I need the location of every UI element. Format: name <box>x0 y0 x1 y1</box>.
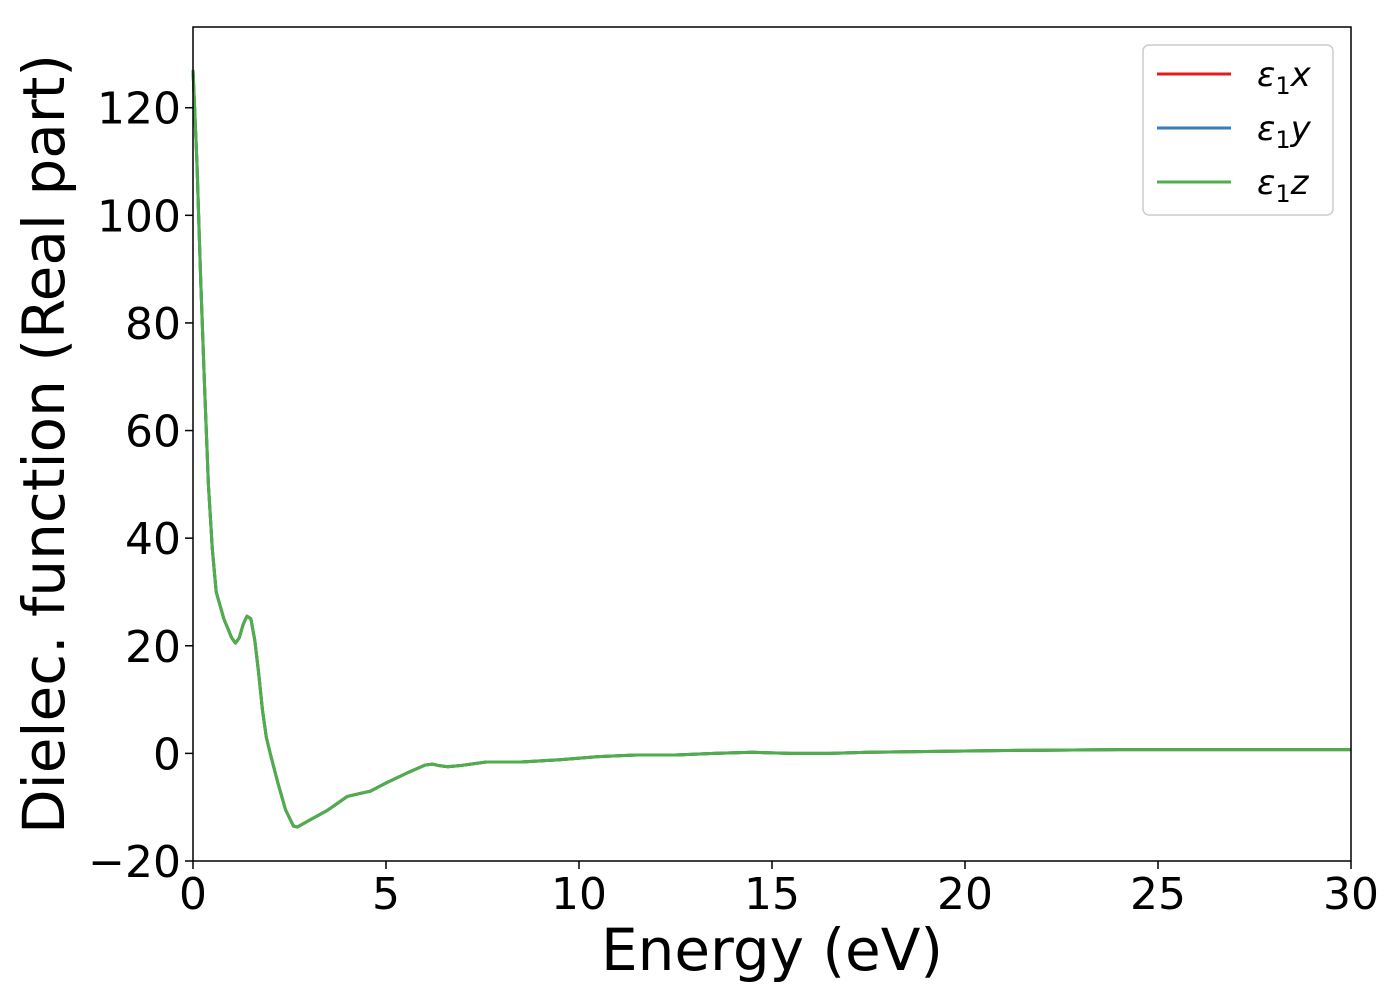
legend: ε1x ε1y ε1z <box>1142 44 1334 216</box>
series-line-z <box>191 69 1351 829</box>
x-axis: 0 5 10 15 20 25 30 <box>179 861 1379 920</box>
y-tick-label: 100 <box>97 191 181 242</box>
y-tick-label: 0 <box>153 729 181 780</box>
legend-label: ε1x <box>1257 55 1312 100</box>
x-tick-label: 25 <box>1130 869 1186 920</box>
x-axis-label: Energy (eV) <box>601 916 943 984</box>
x-tick-label: 15 <box>744 869 800 920</box>
series-layer <box>191 69 1351 829</box>
x-tick-label: 20 <box>937 869 993 920</box>
y-tick-label: 40 <box>125 514 181 565</box>
y-tick-label: 120 <box>97 84 181 135</box>
y-axis: −20 0 20 40 60 80 100 120 <box>88 84 193 888</box>
legend-frame <box>1142 44 1334 216</box>
y-tick-label: 20 <box>125 622 181 673</box>
legend-label: ε1y <box>1257 109 1312 154</box>
x-tick-label: 30 <box>1323 869 1379 920</box>
x-tick-label: 0 <box>179 869 207 920</box>
x-tick-label: 5 <box>372 869 400 920</box>
x-tick-label: 10 <box>551 869 607 920</box>
legend-label: ε1z <box>1257 163 1310 208</box>
y-tick-label: 60 <box>125 407 181 458</box>
y-tick-label: 80 <box>125 299 181 350</box>
y-axis-label: Dielec. function (Real part) <box>10 54 78 834</box>
y-tick-label: −20 <box>88 837 181 888</box>
